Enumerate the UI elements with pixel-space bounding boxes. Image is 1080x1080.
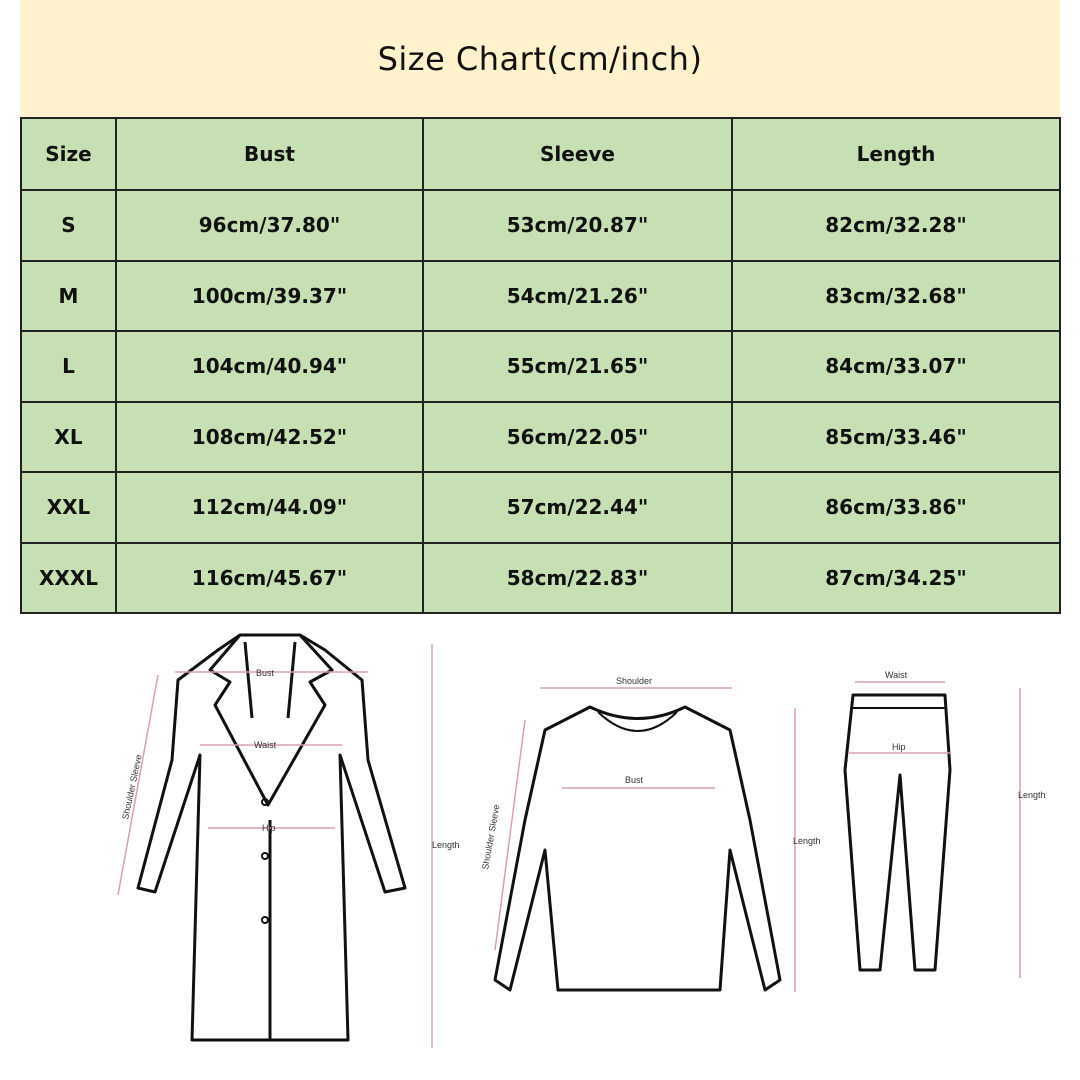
table-row: S 96cm/37.80" 53cm/20.87" 82cm/32.28"	[20, 189, 1061, 262]
cell-sleeve: 54cm/21.26"	[422, 259, 733, 332]
table-row: XXL 112cm/44.09" 57cm/22.44" 86cm/33.86"	[20, 471, 1061, 544]
cell-bust: 100cm/39.37"	[115, 259, 424, 332]
table-row: XL 108cm/42.52" 56cm/22.05" 85cm/33.46"	[20, 400, 1061, 473]
coat-sleeve-label: Shoulder Sleeve	[120, 754, 144, 821]
cell-size: L	[20, 330, 117, 403]
cell-length: 83cm/32.68"	[731, 259, 1061, 332]
cell-length: 85cm/33.46"	[731, 400, 1061, 473]
header-length: Length	[731, 117, 1061, 191]
sweater-length-label: Length	[793, 836, 821, 846]
page-title: Size Chart(cm/inch)	[377, 39, 703, 78]
header-bust: Bust	[115, 117, 424, 191]
cell-sleeve: 58cm/22.83"	[422, 541, 733, 614]
pants-length-label: Length	[1018, 790, 1046, 800]
cell-sleeve: 55cm/21.65"	[422, 330, 733, 403]
coat-hip-label: Hip	[262, 823, 276, 833]
cell-size: XXL	[20, 471, 117, 544]
cell-size: M	[20, 259, 117, 332]
title-band: Size Chart(cm/inch)	[20, 0, 1060, 117]
pants-hip-label: Hip	[892, 742, 906, 752]
pants-diagram: Waist Hip Length	[843, 670, 1046, 978]
cell-length: 86cm/33.86"	[731, 471, 1061, 544]
cell-sleeve: 53cm/20.87"	[422, 189, 733, 262]
header-size: Size	[20, 117, 117, 191]
cell-length: 82cm/32.28"	[731, 189, 1061, 262]
table-row: XXXL 116cm/45.67" 58cm/22.83" 87cm/34.25"	[20, 541, 1061, 614]
cell-bust: 116cm/45.67"	[115, 541, 424, 614]
header-sleeve: Sleeve	[422, 117, 733, 191]
garment-diagrams: Bust Waist Hip Shoulder Sleeve Length Sh…	[117, 633, 1046, 1048]
cell-sleeve: 57cm/22.44"	[422, 471, 733, 544]
table-row: M 100cm/39.37" 54cm/21.26" 83cm/32.68"	[20, 259, 1061, 332]
cell-size: XL	[20, 400, 117, 473]
pants-waist-label: Waist	[885, 670, 908, 680]
cell-bust: 112cm/44.09"	[115, 471, 424, 544]
sweater-sleeve-label: Shoulder Sleeve	[480, 804, 501, 871]
cell-size: S	[20, 189, 117, 262]
cell-bust: 104cm/40.94"	[115, 330, 424, 403]
cell-bust: 108cm/42.52"	[115, 400, 424, 473]
table-row: L 104cm/40.94" 55cm/21.65" 84cm/33.07"	[20, 330, 1061, 403]
sweater-diagram: Shoulder Bust Shoulder Sleeve Length	[480, 676, 821, 992]
coat-diagram: Bust Waist Hip Shoulder Sleeve Length	[117, 633, 460, 1048]
cell-bust: 96cm/37.80"	[115, 189, 424, 262]
size-table: Size Bust Sleeve Length S 96cm/37.80" 53cm…	[20, 117, 1061, 614]
cell-length: 87cm/34.25"	[731, 541, 1061, 614]
cell-sleeve: 56cm/22.05"	[422, 400, 733, 473]
cell-size: XXXL	[20, 541, 117, 614]
sweater-bust-label: Bust	[625, 775, 644, 785]
coat-length-label: Length	[432, 840, 460, 850]
coat-waist-label: Waist	[254, 740, 277, 750]
table-header-row: Size Bust Sleeve Length	[20, 117, 1061, 191]
coat-bust-label: Bust	[256, 668, 275, 678]
sweater-shoulder-label: Shoulder	[616, 676, 652, 686]
cell-length: 84cm/33.07"	[731, 330, 1061, 403]
